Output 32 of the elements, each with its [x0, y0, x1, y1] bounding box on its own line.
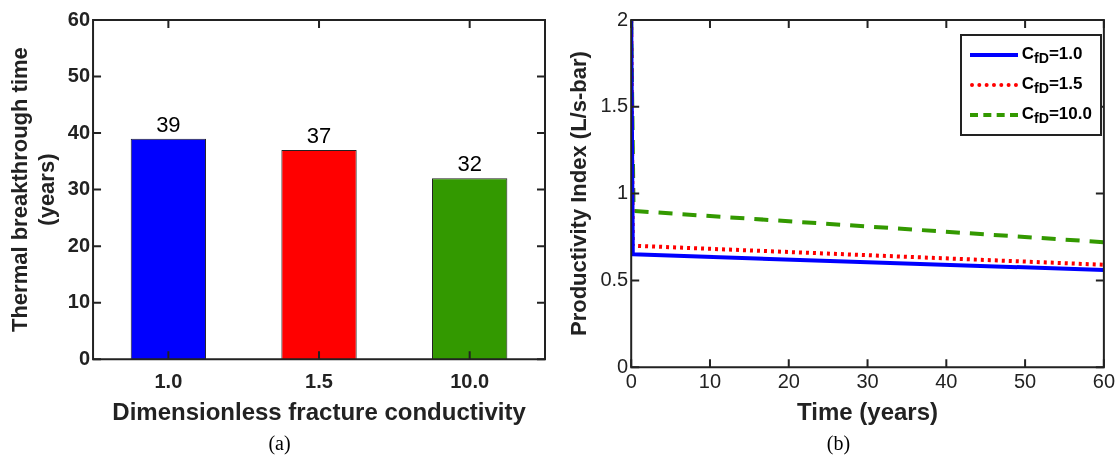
y-tick-label: 0 [78, 346, 91, 369]
legend-label: C$_{fD}$=10.0 [1021, 103, 1092, 127]
data-label: 37 [306, 123, 332, 149]
x-tick-label: 30 [856, 369, 879, 392]
x-tick-label: 40 [935, 369, 958, 392]
y-tick-label: 20 [67, 233, 91, 256]
y-tick-label: 2 [617, 7, 629, 30]
x-tick-label: 20 [777, 369, 800, 392]
x-tick-label: 50 [1013, 369, 1037, 392]
y-tick-label: 50 [67, 64, 91, 87]
text: (b) [825, 432, 852, 455]
y-tick-label: 0.5 [600, 267, 629, 290]
y-axis-title: Productivity Index (L/s-bar) [566, 51, 592, 337]
text: (a) [267, 432, 292, 455]
y-tick-label: 60 [67, 7, 91, 30]
y-tick-label: 1.5 [600, 94, 629, 117]
y-axis-title: Thermal breakthrough time (years) [7, 47, 59, 333]
x-tick-label: 10.0 [450, 369, 490, 392]
y-tick-label: 40 [67, 120, 91, 143]
x-tick-label: 1.0 [154, 369, 183, 392]
x-tick-label: 1.5 [305, 369, 333, 392]
y-tick-label: 1 [617, 181, 629, 204]
data-label: 39 [156, 111, 181, 137]
x-tick-label: 60 [1092, 369, 1115, 392]
legend-label: C$_{fD}$=1.0 [1021, 43, 1083, 67]
y-tick-label: 10 [67, 290, 91, 313]
y-tick-label: 30 [67, 177, 91, 200]
legend-label: C$_{fD}$=1.5 [1021, 73, 1083, 97]
data-label: 32 [457, 151, 482, 177]
x-axis-title: Time (years) [797, 398, 939, 426]
x-tick-label: 10 [698, 369, 722, 392]
x-axis-title: Dimensionless fracture conductivity [112, 398, 527, 426]
